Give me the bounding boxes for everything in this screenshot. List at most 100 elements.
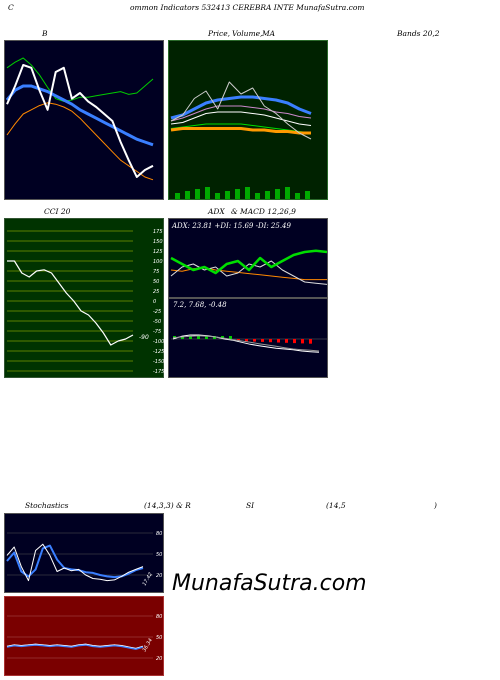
- rsi-params: (14,5: [326, 501, 346, 510]
- bollinger-series-0: [6, 57, 154, 102]
- cci-title: CCI 20: [44, 207, 71, 216]
- stoch-value-label: 17.42: [142, 572, 154, 587]
- cci-line: [7, 260, 134, 346]
- rsi-tick-label: 20: [156, 656, 162, 662]
- header-title: ommon Indicators 532413 CEREBRA INTE Mun…: [130, 3, 365, 12]
- macd-histogram-bar: [229, 336, 232, 339]
- minus-di-line: [170, 249, 328, 275]
- price-volume-chart: [170, 81, 312, 199]
- volume-bar: [215, 193, 220, 199]
- pv-series-2: [170, 111, 312, 126]
- macd-histogram-bar: [285, 339, 288, 343]
- cci-tick-label: 100: [153, 259, 163, 265]
- macd-histogram-bar: [261, 339, 264, 342]
- adx-title-a: ADX: [208, 207, 225, 216]
- adx-panel: ADX: 23.81 +DI: 15.69 -DI: 25.49: [168, 218, 328, 298]
- stoch-d-line: [6, 543, 144, 582]
- rsi-title: SI: [246, 501, 255, 510]
- macd-histogram-bar: [197, 336, 200, 339]
- volume-bar: [205, 187, 210, 199]
- price-volume-panel: [168, 40, 328, 200]
- volume-bar: [265, 191, 270, 199]
- rsi-signal-line: [6, 643, 144, 649]
- cci-tick-label: -100: [153, 339, 164, 345]
- stoch-k-line: [6, 544, 144, 579]
- macd-line: [172, 334, 320, 353]
- macd-histogram-bar: [205, 336, 208, 339]
- bands-title: Bands 20,2: [397, 29, 440, 38]
- cci-tick-label: -125: [153, 349, 164, 355]
- macd-histogram-bar: [181, 336, 184, 339]
- pv-series-4: [170, 127, 311, 135]
- macd-panel: 7.2, 7.68, -0.48: [168, 298, 328, 378]
- cci-tick-label: 150: [153, 239, 163, 245]
- adx-values: ADX: 23.81 +DI: 15.69 -DI: 25.49: [172, 222, 291, 230]
- cci-tick-label: -150: [153, 359, 164, 365]
- cci-panel: 175 150 125 100 75 50 25 0 -25 -50 -75 -100 -125 -150…: [4, 218, 164, 378]
- rsi-tick-label: 80: [156, 614, 162, 620]
- macd-histogram-bar: [253, 339, 256, 342]
- stoch-tick-label: 50: [156, 552, 162, 558]
- cci-tick-label: -25: [153, 309, 161, 315]
- rsi-line: [6, 643, 144, 650]
- rsi-close: ): [434, 501, 437, 510]
- macd-histogram-bar: [213, 336, 216, 339]
- pv-series-1: [170, 105, 312, 122]
- bollinger-series-3: [6, 64, 154, 178]
- adx-title-b: & MACD 12,26,9: [231, 207, 296, 216]
- macd-histogram-bar: [277, 339, 280, 343]
- macd-histogram-bar: [269, 339, 272, 343]
- macd-histogram-bar: [293, 339, 296, 344]
- volume-bar: [185, 191, 190, 199]
- cci-tick-label: 25: [153, 289, 159, 295]
- volume-bar: [305, 191, 310, 199]
- macd-values: 7.2, 7.68, -0.48: [173, 301, 227, 309]
- cci-tick-label: 50: [153, 279, 159, 285]
- macd-histogram-bar: [189, 336, 192, 339]
- volume-bar: [245, 187, 250, 199]
- cci-value-label: -90: [139, 334, 149, 341]
- price-title-a: Price,: [208, 29, 231, 38]
- signal-line: [172, 335, 320, 352]
- volume-bar: [175, 193, 180, 199]
- macd-histogram-bar: [309, 339, 312, 344]
- bollinger-series-2: [6, 102, 154, 181]
- cci-tick-label: 125: [153, 249, 163, 255]
- rsi-value-label: 36.34: [142, 638, 154, 653]
- volume-bar: [235, 189, 240, 199]
- pv-series-0: [170, 95, 312, 120]
- price-title-b: Volume,: [232, 29, 263, 38]
- volume-bar: [285, 187, 290, 199]
- volume-bar: [225, 191, 230, 199]
- cci-tick-label: -75: [153, 329, 161, 335]
- pv-series-5: [170, 81, 312, 140]
- stoch-panel: 80 50 20 17.42: [4, 513, 164, 593]
- macd-histogram-bar: [237, 339, 240, 341]
- stoch-tick-label: 20: [156, 573, 162, 579]
- stoch-params: (14,3,3) & R: [144, 501, 191, 510]
- bollinger-panel: [4, 40, 164, 200]
- cci-chart: 175 150 125 100 75 50 25 0 -25 -50 -75 -100 -125 -150…: [7, 229, 164, 375]
- cci-tick-label: 75: [153, 269, 159, 275]
- cci-tick-label: -175: [153, 369, 164, 375]
- bollinger-chart: [5, 57, 154, 181]
- plus-di-line: [170, 260, 328, 285]
- volume-bar: [255, 193, 260, 199]
- volume-bar: [295, 193, 300, 199]
- volume-bar: [275, 189, 280, 199]
- price-title-c: MA: [262, 29, 276, 38]
- cci-tick-label: 175: [153, 229, 163, 235]
- rsi-tick-label: 50: [156, 635, 162, 641]
- header-c-letter: C: [8, 3, 14, 12]
- cci-tick-label: 0: [153, 299, 156, 305]
- watermark: MunafaSutra.com: [172, 571, 367, 596]
- volume-bar: [195, 189, 200, 199]
- stoch-title: Stochastics: [25, 501, 69, 510]
- adx-chart: [170, 249, 328, 285]
- macd-histogram-bar: [245, 339, 248, 342]
- macd-chart: [171, 334, 327, 353]
- cci-tick-label: -50: [153, 319, 161, 325]
- rsi-panel: 80 50 20 36.34: [4, 596, 164, 676]
